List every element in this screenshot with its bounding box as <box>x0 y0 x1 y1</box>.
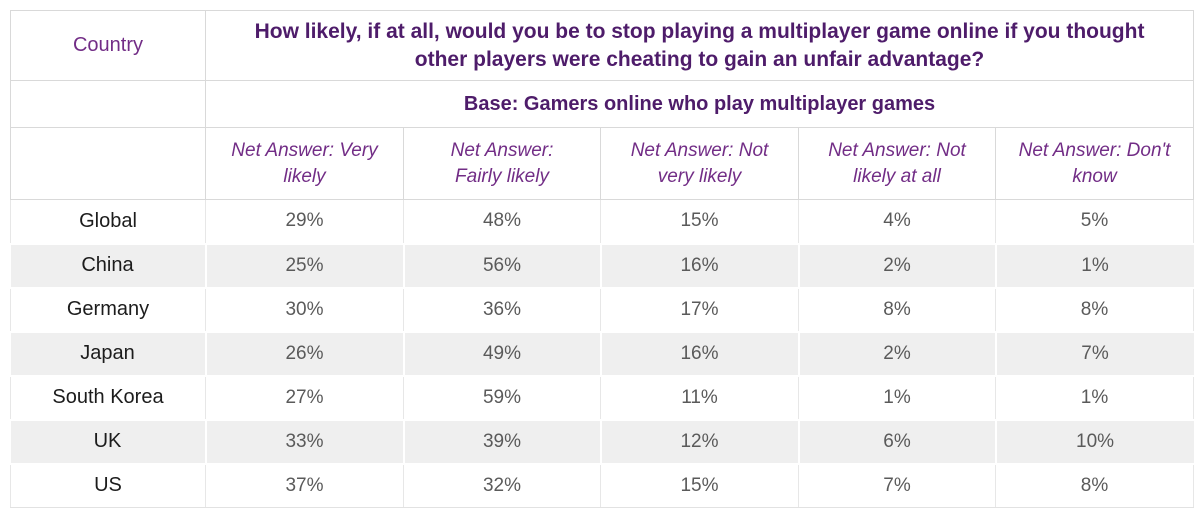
value-cell: 48% <box>403 199 601 244</box>
country-cell: Global <box>10 199 206 244</box>
value-cell: 37% <box>205 462 404 508</box>
value-cell: 12% <box>600 418 800 464</box>
value-cell: 26% <box>205 330 405 376</box>
value-cell: 49% <box>403 330 602 376</box>
row-header-label: Country <box>10 10 206 81</box>
column-header-not-very-likely: Net Answer: Not very likely <box>600 127 799 200</box>
table-row-us: US 37% 32% 15% 7% 8% <box>10 462 1195 508</box>
value-cell: 2% <box>798 242 997 288</box>
table-row-china: China 25% 56% 16% 2% 1% <box>10 242 1194 288</box>
value-cell: 2% <box>798 330 997 376</box>
table-row-global: Global 29% 48% 15% 4% 5% <box>10 199 1195 244</box>
column-header-row: Net Answer: Very likely Net Answer: Fair… <box>10 127 1195 200</box>
value-cell: 4% <box>798 199 996 244</box>
value-cell: 17% <box>600 286 799 332</box>
table-row-germany: Germany 30% 36% 17% 8% 8% <box>10 286 1195 332</box>
value-cell: 5% <box>995 199 1195 244</box>
value-cell: 36% <box>403 286 601 332</box>
value-cell: 8% <box>995 286 1195 332</box>
value-cell: 11% <box>600 374 799 420</box>
value-cell: 27% <box>205 374 404 420</box>
value-cell: 59% <box>403 374 601 420</box>
table-row-uk: UK 33% 39% 12% 6% 10% <box>10 418 1194 464</box>
column-header-not-likely-at-all: Net Answer: Not likely at all <box>798 127 996 200</box>
value-cell: 39% <box>403 418 602 464</box>
value-cell: 8% <box>995 462 1195 508</box>
value-cell: 15% <box>600 199 799 244</box>
country-cell: US <box>10 462 206 508</box>
value-cell: 25% <box>205 242 405 288</box>
value-cell: 1% <box>995 242 1194 288</box>
value-cell: 30% <box>205 286 404 332</box>
value-cell: 15% <box>600 462 799 508</box>
country-cell: Japan <box>10 330 207 376</box>
question-row: Country How likely, if at all, would you… <box>10 10 1195 81</box>
value-cell: 1% <box>995 374 1195 420</box>
value-cell: 7% <box>798 462 996 508</box>
empty-cell <box>10 80 206 128</box>
table-row-south-korea: South Korea 27% 59% 11% 1% 1% <box>10 374 1195 420</box>
country-cell: UK <box>10 418 207 464</box>
value-cell: 1% <box>798 374 996 420</box>
value-cell: 8% <box>798 286 996 332</box>
column-header-dont-know: Net Answer: Don't know <box>994 127 1195 200</box>
survey-results-table: Country How likely, if at all, would you… <box>10 10 1195 508</box>
value-cell: 6% <box>798 418 997 464</box>
country-cell: China <box>10 242 207 288</box>
value-cell: 16% <box>600 330 800 376</box>
column-header-fairly-likely: Net Answer: Fairly likely <box>403 127 601 200</box>
question-text: How likely, if at all, would you be to s… <box>204 10 1195 81</box>
value-cell: 7% <box>995 330 1194 376</box>
value-cell: 16% <box>600 242 800 288</box>
base-text: Base: Gamers online who play multiplayer… <box>204 80 1195 128</box>
empty-cell <box>10 127 206 200</box>
value-cell: 10% <box>995 418 1194 464</box>
country-cell: South Korea <box>10 374 206 420</box>
value-cell: 33% <box>205 418 405 464</box>
value-cell: 29% <box>205 199 404 244</box>
country-cell: Germany <box>10 286 206 332</box>
table-row-japan: Japan 26% 49% 16% 2% 7% <box>10 330 1194 376</box>
base-row: Base: Gamers online who play multiplayer… <box>10 80 1195 128</box>
column-header-very-likely: Net Answer: Very likely <box>205 127 404 200</box>
value-cell: 56% <box>403 242 602 288</box>
value-cell: 32% <box>403 462 601 508</box>
